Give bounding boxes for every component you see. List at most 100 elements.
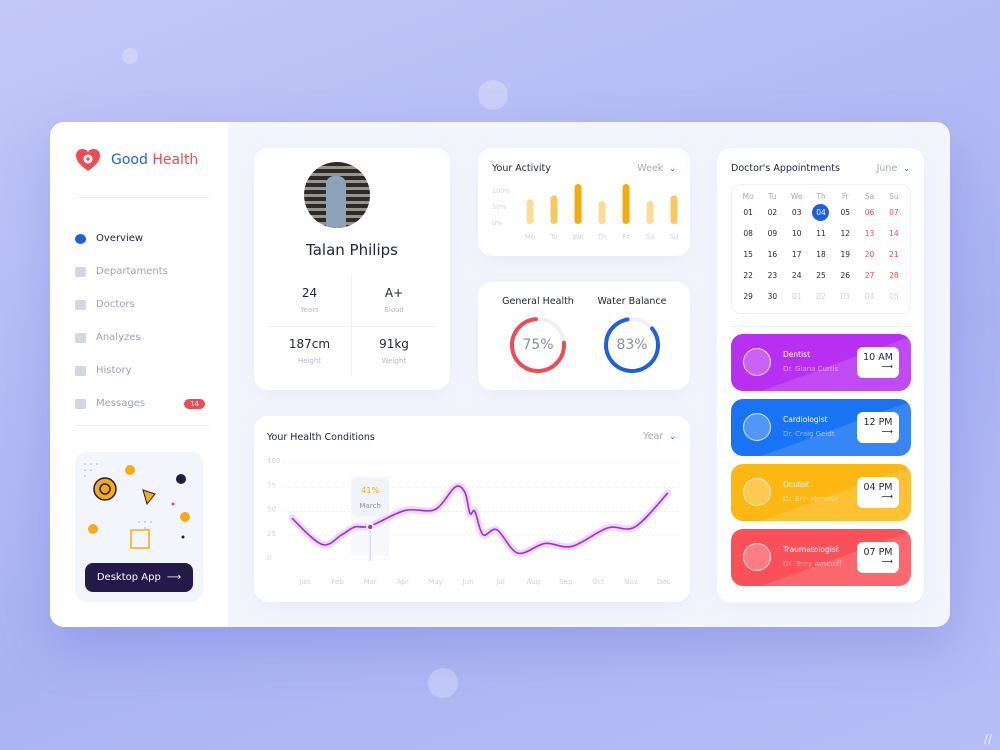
message-count-badge: 14 <box>184 398 205 409</box>
appointment-time-button[interactable]: 12 PM ⟶ <box>857 412 899 443</box>
sidebar-item-label: Overview <box>96 233 144 244</box>
data-point-dot <box>368 524 373 530</box>
specialty: Traumatologist <box>783 545 839 554</box>
calendar-day[interactable]: 03 <box>833 288 857 306</box>
calendar-day[interactable]: 19 <box>833 246 857 264</box>
calendar-day[interactable]: 01 <box>736 204 760 222</box>
appointment-oculist[interactable]: Oculist Dr. Erin Herwitz 04 PM ⟶ <box>731 464 911 521</box>
calendar-day[interactable]: 13 <box>857 225 881 243</box>
calendar-day[interactable]: 15 <box>736 246 760 264</box>
activity-bar-Mo <box>526 199 534 224</box>
calendar-day[interactable]: 18 <box>809 246 833 264</box>
calendar-day[interactable]: 30 <box>760 288 784 306</box>
x-tick-label: Dec <box>657 578 671 586</box>
calendar-day[interactable]: 14 <box>882 225 906 243</box>
day-number: 30 <box>767 291 778 301</box>
day-number: 08 <box>743 229 753 239</box>
calendar-day[interactable]: 21 <box>882 246 906 264</box>
desktop-app-button[interactable]: Desktop App ⟶ <box>85 563 193 592</box>
calendar-day[interactable]: 04 <box>809 204 833 222</box>
calendar-day[interactable]: 08 <box>736 225 760 243</box>
day-number: 05 <box>889 291 899 301</box>
stat-blood: A+ Blood <box>352 276 436 327</box>
y-tick-label: 50% <box>492 203 506 211</box>
day-number: 28 <box>889 270 899 280</box>
calendar-day[interactable]: 09 <box>760 225 784 243</box>
calendar-day[interactable]: 12 <box>833 225 857 243</box>
activity-bar-Su <box>670 195 678 224</box>
activity-bar-We <box>574 184 582 224</box>
progress-ring <box>510 317 566 373</box>
appointment-time-button[interactable]: 07 PM ⟶ <box>857 542 899 573</box>
sidebar-item-label: Analyzes <box>96 332 141 343</box>
calendar-day[interactable]: 28 <box>882 267 906 285</box>
sidebar-item-overview[interactable]: Overview <box>75 222 205 255</box>
calendar-day[interactable]: 04 <box>857 288 881 306</box>
calendar-day[interactable]: 03 <box>785 204 809 222</box>
day-number: 19 <box>840 249 851 259</box>
day-label: Tu <box>549 233 558 241</box>
calendar-day[interactable]: 02 <box>809 288 833 306</box>
calendar-day[interactable]: 29 <box>736 288 760 306</box>
sidebar-item-history[interactable]: History <box>75 354 205 387</box>
x-tick-label: Jan <box>299 578 311 586</box>
calendar-day[interactable]: 02 <box>760 204 784 222</box>
sidebar-item-analyzes[interactable]: Analyzes <box>75 321 205 354</box>
calendar-day[interactable]: 06 <box>857 204 881 222</box>
day-number: 02 <box>767 208 778 218</box>
day-number: 27 <box>864 270 875 280</box>
calendar-day[interactable]: 10 <box>785 225 809 243</box>
day-number: 24 <box>791 270 802 280</box>
calendar-day[interactable]: 05 <box>833 204 857 222</box>
chart-period-dropdown[interactable]: Year ⌄ <box>643 431 676 442</box>
calendar-day[interactable]: 05 <box>882 288 906 306</box>
sidebar-item-doctors[interactable]: Doctors <box>75 288 205 321</box>
sidebar-item-departaments[interactable]: Departaments <box>75 255 205 288</box>
appointment-traumatologist[interactable]: Traumatologist Dr. Terry Aminoff 07 PM ⟶ <box>731 529 911 586</box>
appointment-time-button[interactable]: 10 AM ⟶ <box>857 347 899 378</box>
x-tick-label: May <box>428 578 442 586</box>
activity-period-dropdown[interactable]: Week ⌄ <box>637 163 676 174</box>
x-tick-label: Jun <box>462 578 474 586</box>
patient-name: Talan Philips <box>306 241 398 259</box>
tooltip <box>351 478 390 516</box>
bandage-icon <box>743 543 771 571</box>
chevron-down-icon: ⌄ <box>669 164 676 173</box>
calendar-day[interactable]: 23 <box>760 267 784 285</box>
appointment-time-button[interactable]: 04 PM ⟶ <box>857 477 899 508</box>
calendar-day[interactable]: 25 <box>809 267 833 285</box>
calendar-day[interactable]: 07 <box>882 204 906 222</box>
watermark: // <box>983 732 992 746</box>
calendar-day[interactable]: 16 <box>760 246 784 264</box>
calendar-day[interactable]: 24 <box>785 267 809 285</box>
tooth-icon <box>743 348 771 376</box>
arrow-right-icon: ⟶ <box>881 427 893 436</box>
stat-value: 91kg <box>379 336 409 351</box>
x-tick-label: Mar <box>364 578 377 586</box>
weekday-label: Fr <box>841 192 849 202</box>
calendar-day[interactable]: 20 <box>857 246 881 264</box>
calendar-day[interactable]: 22 <box>736 267 760 285</box>
month-dropdown[interactable]: June ⌄ <box>876 163 910 174</box>
calendar-day[interactable]: 27 <box>857 267 881 285</box>
calendar-day[interactable]: 26 <box>833 267 857 285</box>
calendar-icon <box>75 365 86 376</box>
calendar-day[interactable]: 01 <box>785 288 809 306</box>
time-label: 07 PM <box>863 547 893 558</box>
sidebar-item-messages[interactable]: Messages 14 <box>75 387 205 420</box>
arrow-right-icon: ⟶ <box>881 492 893 501</box>
appointment-dentist[interactable]: Dentist Dr. Giana Curtis 10 AM ⟶ <box>731 334 911 391</box>
day-number: 01 <box>743 208 753 218</box>
x-tick-label: Feb <box>331 578 344 586</box>
appointments-title: Doctor's Appointments <box>731 163 840 174</box>
divider <box>75 197 210 198</box>
y-tick-label: 100 <box>267 457 280 465</box>
appointment-cardiologist[interactable]: Cardiologist Dr. Craig Geidt 12 PM ⟶ <box>731 399 911 456</box>
stat-height: 187cm Height <box>268 326 352 376</box>
calendar-day[interactable]: 11 <box>809 225 833 243</box>
decorative-illustration-icon <box>84 463 190 549</box>
day-number: 06 <box>864 208 875 218</box>
day-number: 07 <box>889 208 899 218</box>
calendar-day[interactable]: 17 <box>785 246 809 264</box>
heart-logo-icon <box>76 149 100 171</box>
